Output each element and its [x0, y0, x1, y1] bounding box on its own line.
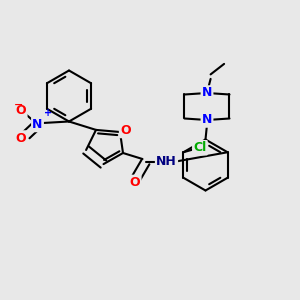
Text: O: O	[120, 124, 131, 137]
Text: O: O	[130, 176, 140, 189]
Text: +: +	[44, 108, 52, 118]
Text: N: N	[202, 113, 212, 127]
Text: O: O	[16, 104, 26, 118]
Text: N: N	[32, 118, 43, 131]
Text: O: O	[16, 131, 26, 145]
Text: N: N	[202, 86, 212, 100]
Text: NH: NH	[156, 155, 177, 169]
Text: −: −	[14, 100, 23, 110]
Text: Cl: Cl	[193, 141, 206, 154]
